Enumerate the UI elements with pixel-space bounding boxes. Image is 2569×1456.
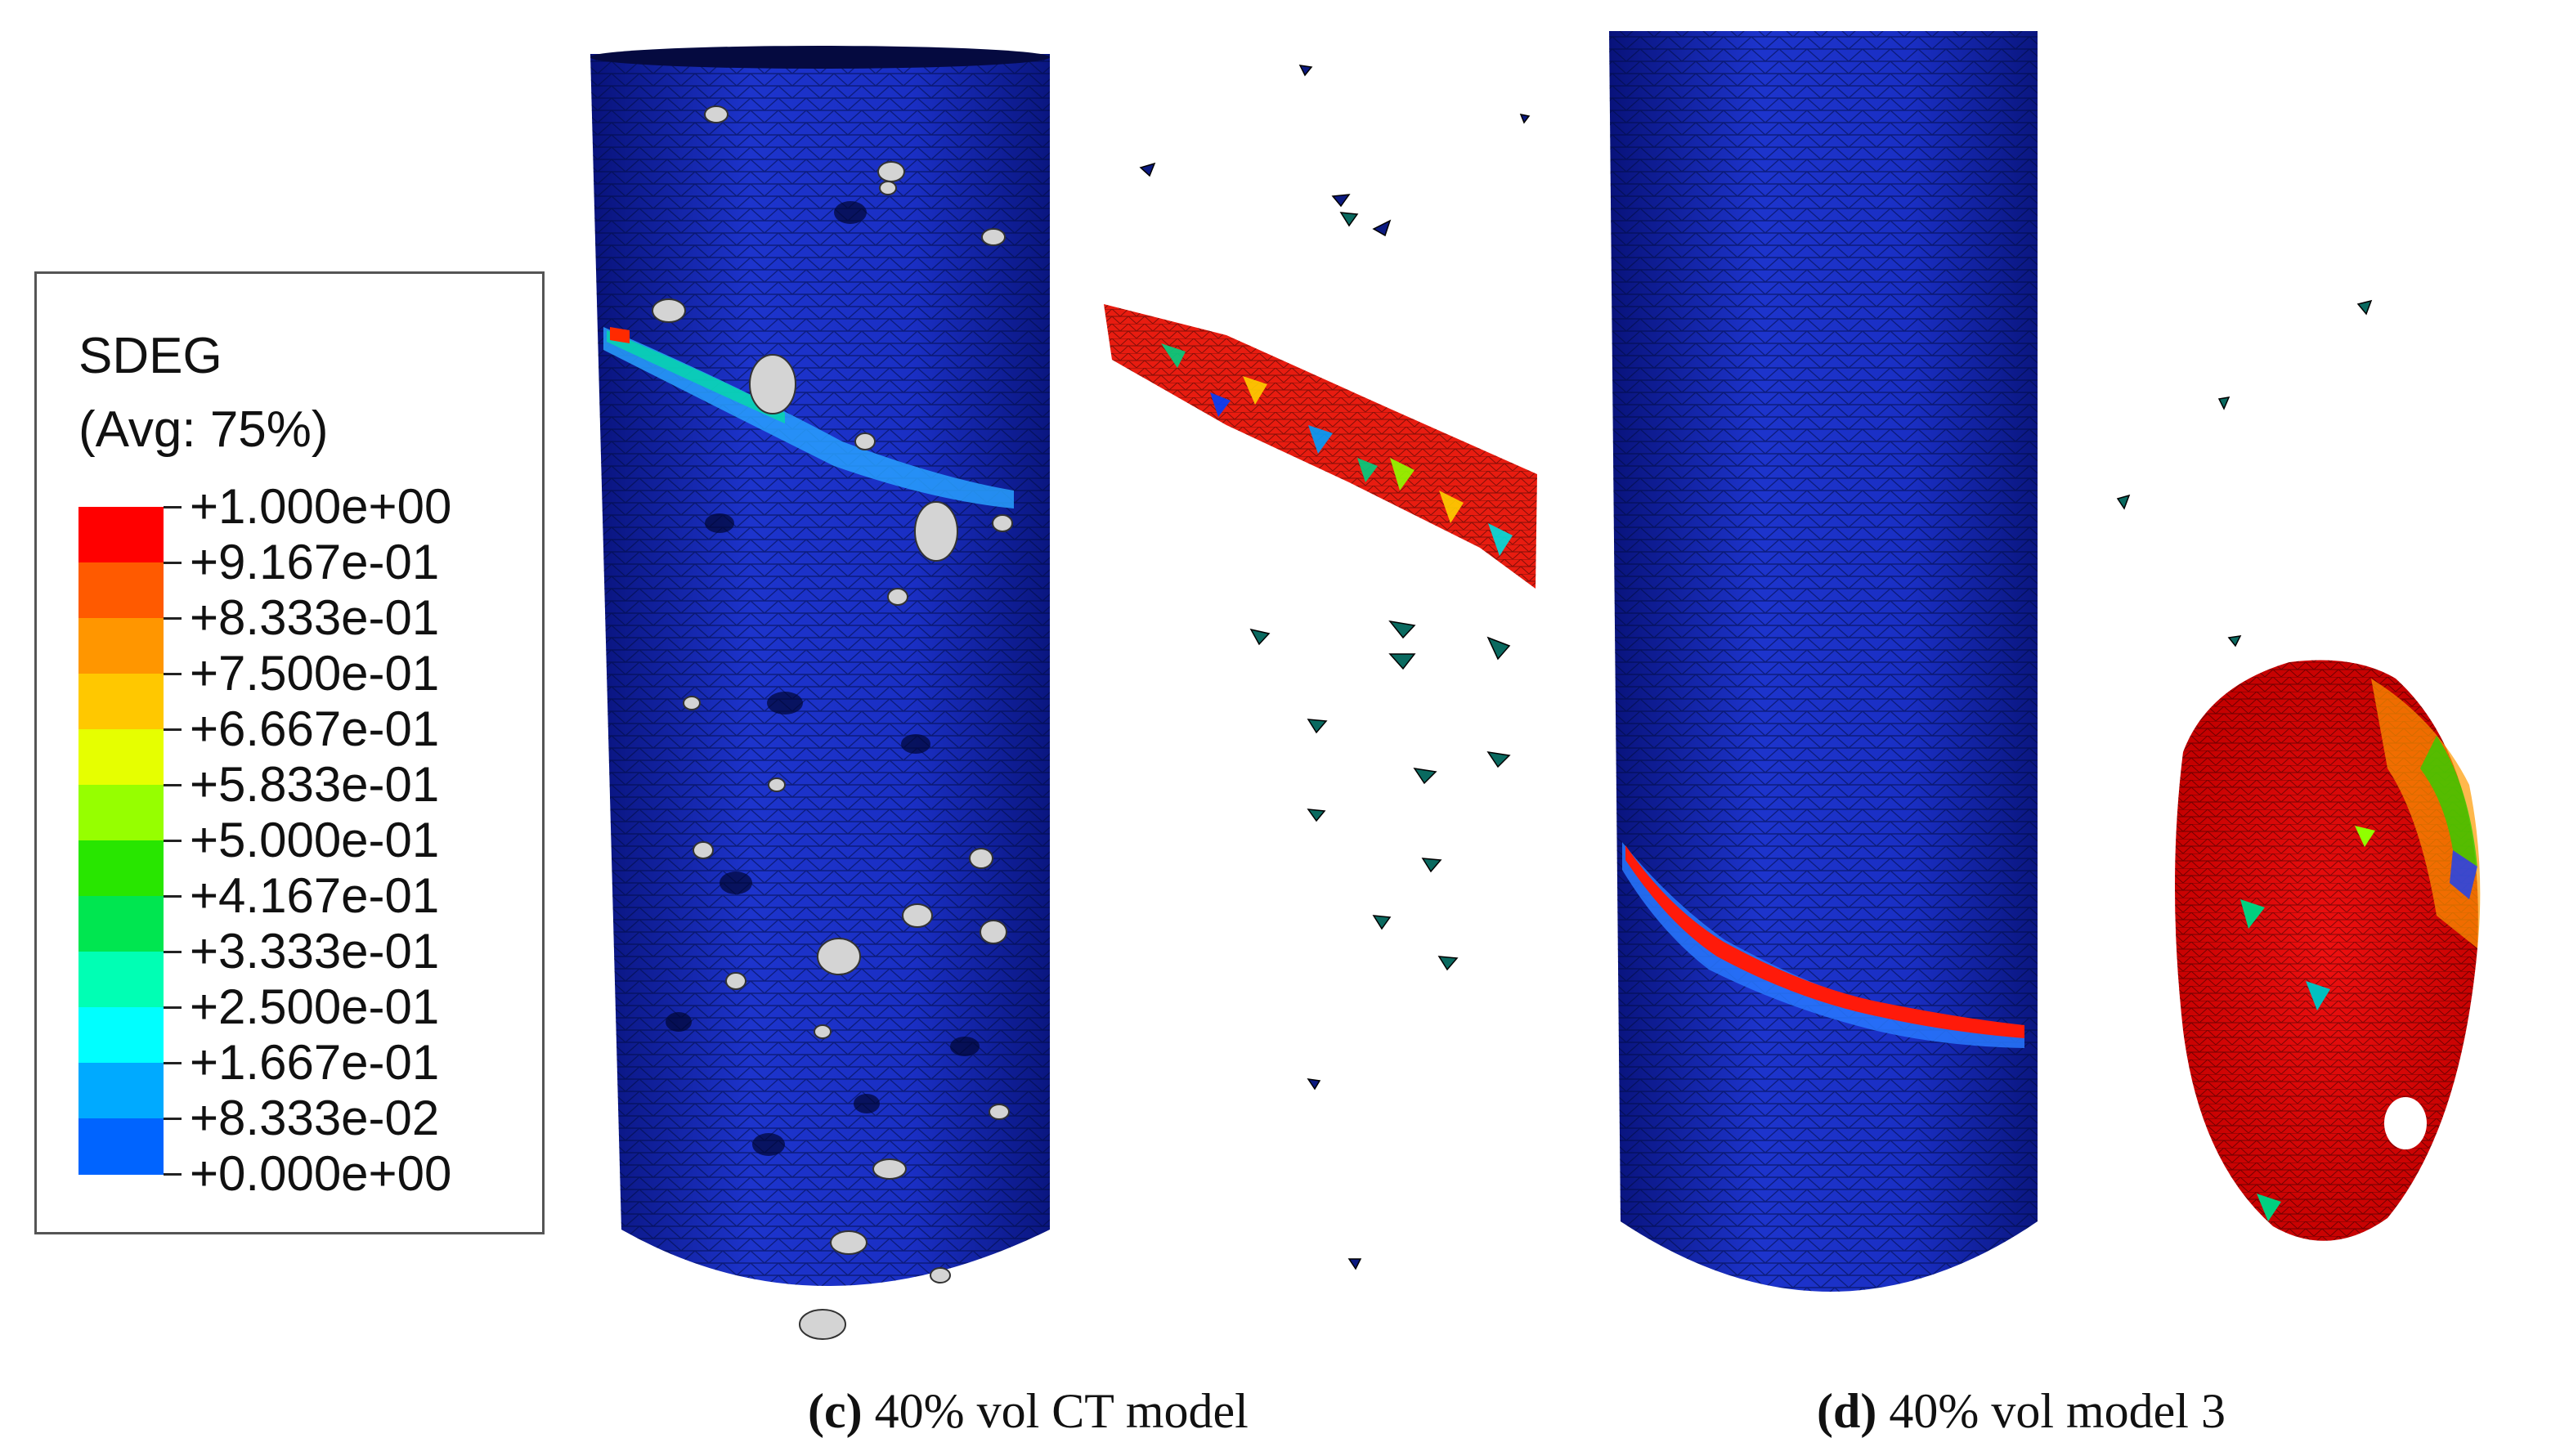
legend-level-label: +2.500e-01 [190, 979, 440, 1034]
legend-level-label: +4.167e-01 [190, 868, 440, 923]
legend-color-segment [78, 729, 164, 786]
ct-dark-voids [666, 201, 980, 1156]
legend-color-segment [78, 674, 164, 730]
legend-tick [164, 784, 182, 786]
model3-cylinder [1609, 31, 2038, 1292]
legend-level-label: +9.167e-01 [190, 535, 440, 589]
legend-level-label: +8.333e-02 [190, 1091, 440, 1145]
legend-level-label: +7.500e-01 [190, 646, 440, 701]
legend-tick [164, 840, 182, 842]
legend-color-segment [78, 896, 164, 952]
legend-level-label: +3.333e-01 [190, 924, 440, 979]
legend-tick [164, 562, 182, 564]
ct-crack-fragments [1104, 65, 1537, 1270]
legend-level-label: +6.667e-01 [190, 701, 440, 756]
legend-tick [164, 506, 182, 508]
ct-pores [652, 105, 1013, 1340]
legend-tick [164, 895, 182, 898]
ct-model-cylinder [590, 46, 1050, 1340]
legend-tick [164, 673, 182, 675]
legend-color-segment [78, 507, 164, 563]
legend-color-segment [78, 840, 164, 897]
caption-d-text: 40% vol model 3 [1889, 1384, 2226, 1438]
legend-level-label: +8.333e-01 [190, 590, 440, 645]
legend-level-label: +5.833e-01 [190, 757, 440, 812]
legend-tick [164, 951, 182, 953]
legend-tick [164, 728, 182, 731]
legend-color-segment [78, 1007, 164, 1064]
legend-color-bar [78, 507, 164, 1175]
caption-c: (c) 40% vol CT model [808, 1383, 1249, 1440]
legend-variable-name: SDEG [78, 328, 222, 384]
legend-tick [164, 1062, 182, 1064]
legend-color-segment [78, 952, 164, 1008]
model3-fracture-surface [2116, 299, 2481, 1241]
legend-averaging: (Avg: 75%) [78, 401, 329, 458]
legend-color-segment [78, 785, 164, 841]
legend-tick [164, 1006, 182, 1009]
legend-level-label: +1.667e-01 [190, 1035, 440, 1090]
caption-d-letter: (d) [1817, 1384, 1877, 1438]
caption-c-letter: (c) [808, 1384, 863, 1438]
legend-color-segment [78, 562, 164, 619]
legend-level-label: +1.000e+00 [190, 479, 452, 534]
caption-c-text: 40% vol CT model [874, 1384, 1249, 1438]
legend-tick [164, 1118, 182, 1120]
legend-level-label: +5.000e-01 [190, 813, 440, 867]
legend-color-segment [78, 1118, 164, 1175]
legend-color-segment [78, 618, 164, 674]
legend-color-segment [78, 1063, 164, 1119]
legend-tick [164, 617, 182, 620]
legend-level-label: +0.000e+00 [190, 1146, 452, 1201]
caption-d: (d) 40% vol model 3 [1817, 1383, 2226, 1440]
legend-tick [164, 1173, 182, 1176]
